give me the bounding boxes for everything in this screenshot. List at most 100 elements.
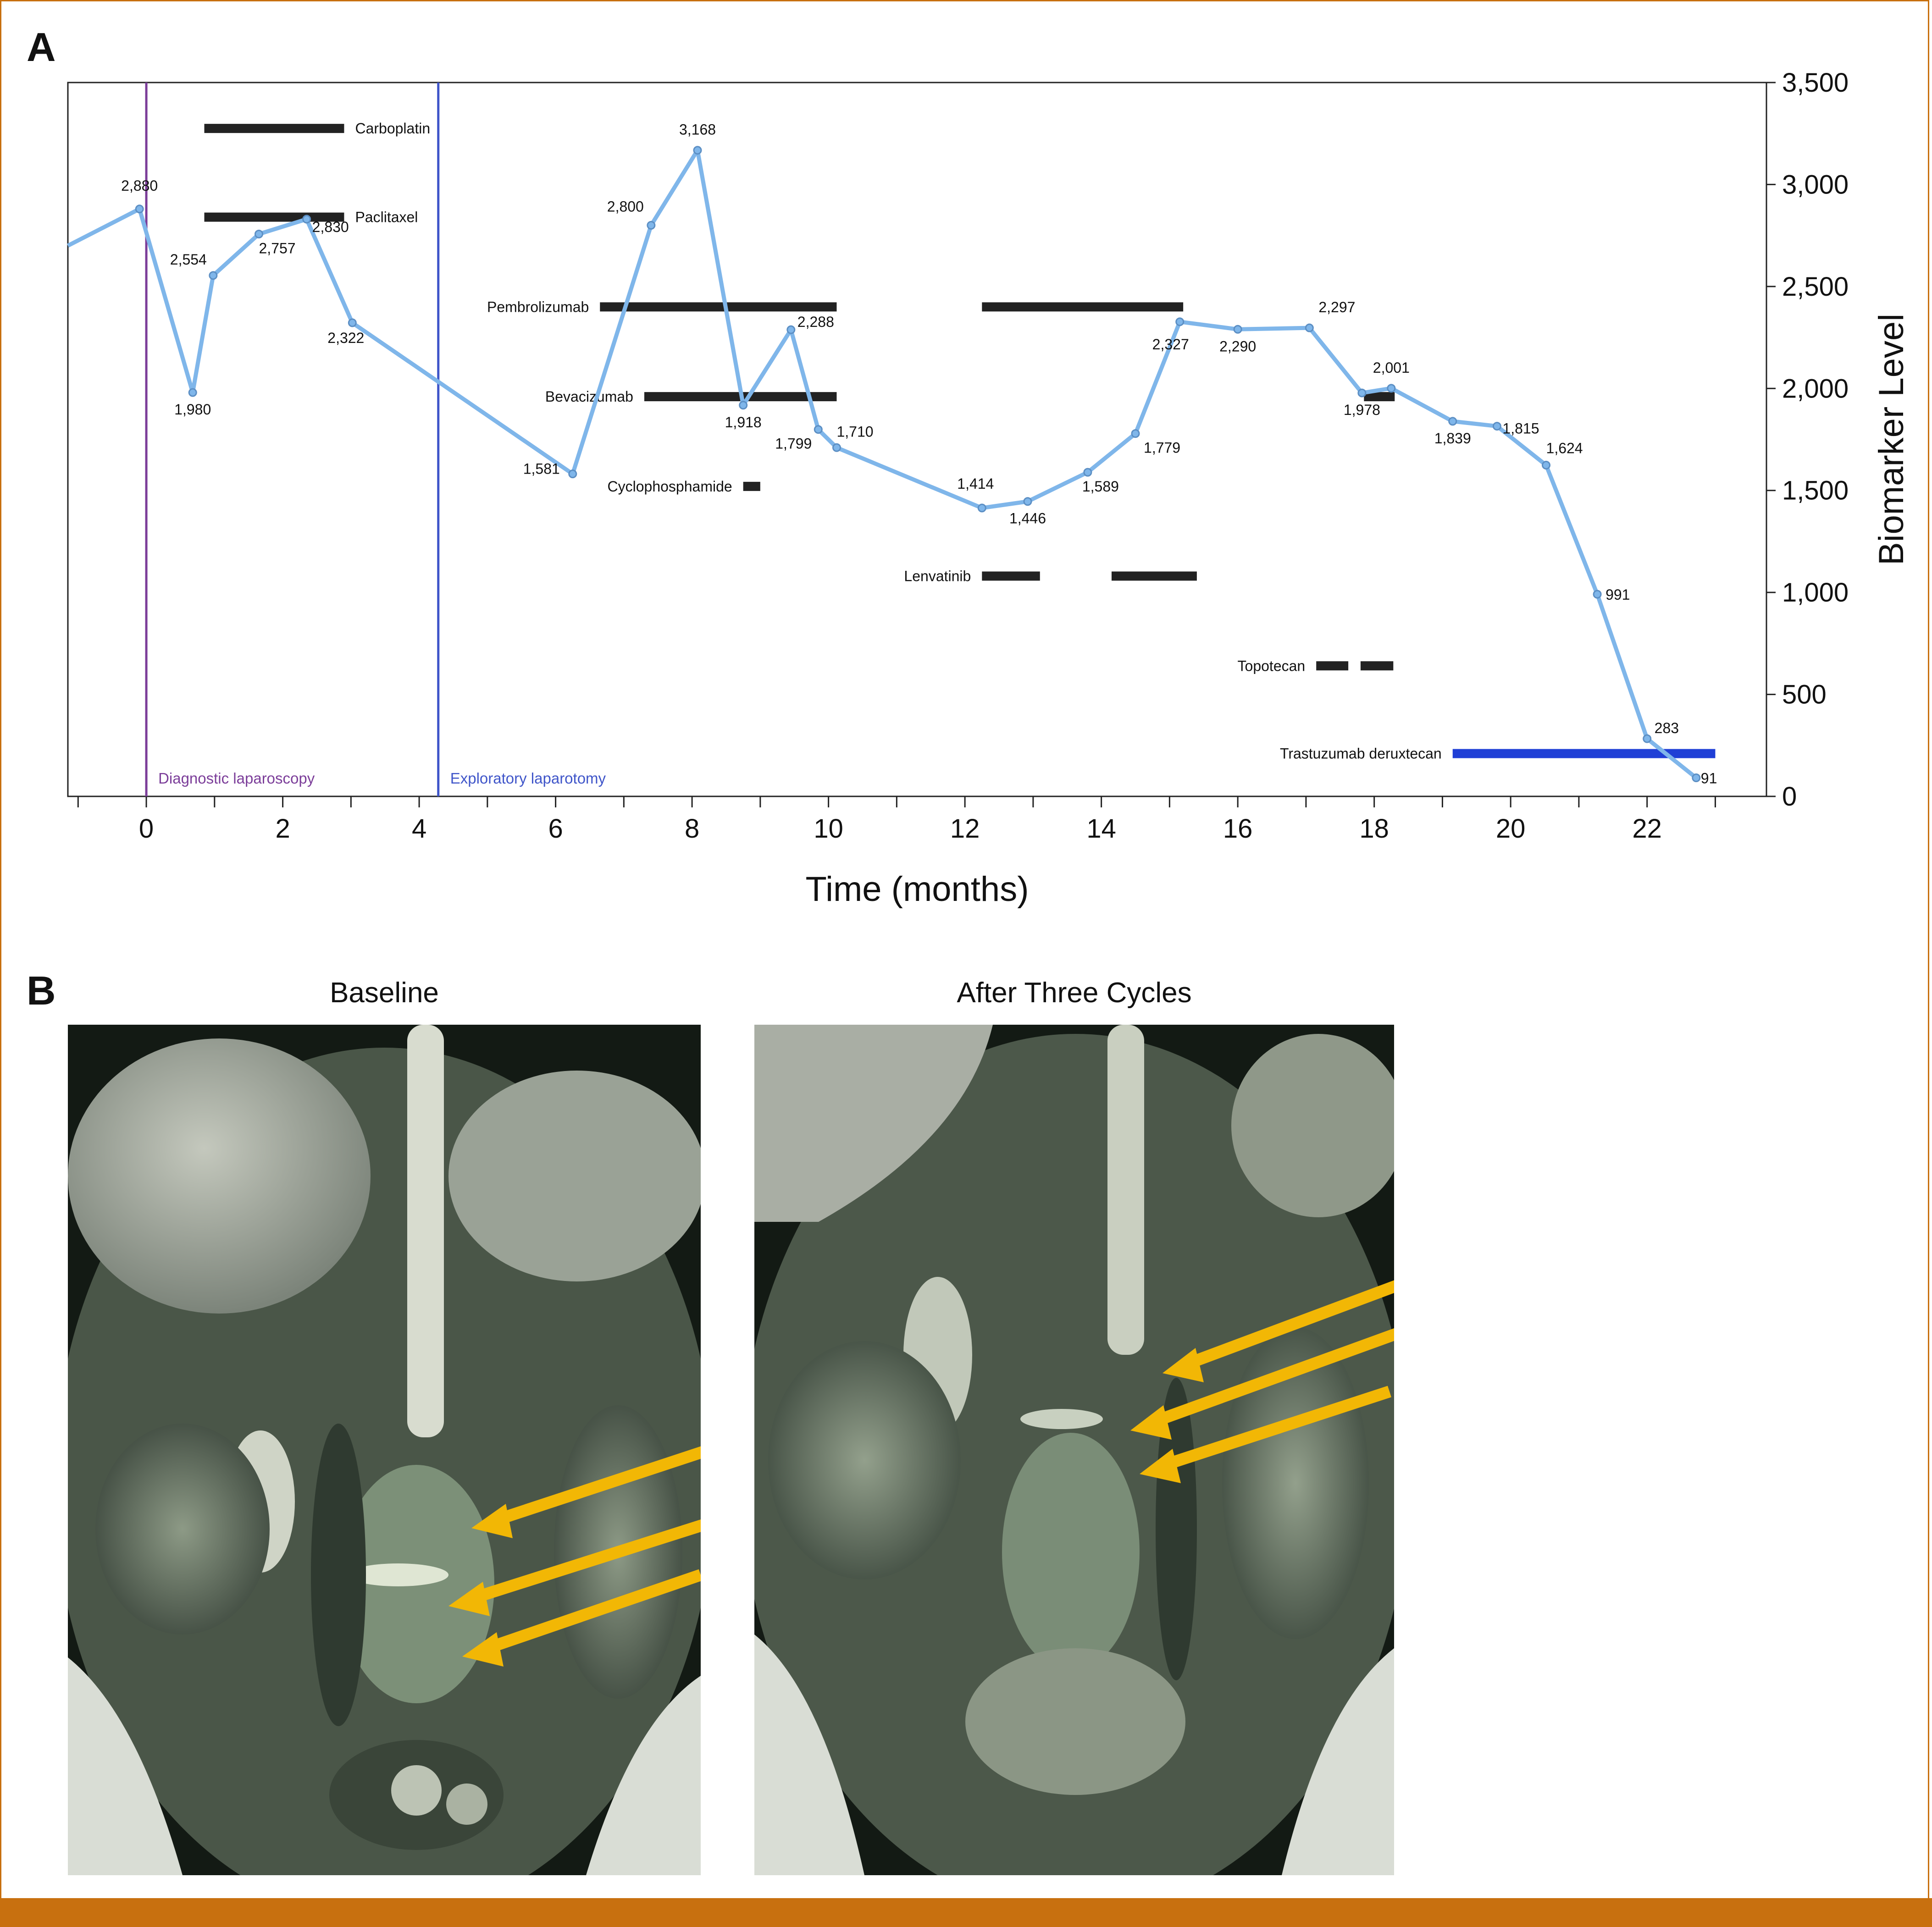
x-tick-label: 16 <box>1223 814 1253 844</box>
x-tick-label: 0 <box>139 814 154 844</box>
data-point <box>255 230 264 239</box>
data-label: 1,918 <box>725 414 762 431</box>
data-point <box>1492 422 1501 431</box>
x-tick-label: 2 <box>275 814 290 844</box>
event-label: Diagnostic laparoscopy <box>158 770 315 787</box>
data-label: 2,830 <box>312 219 349 235</box>
data-label: 2,554 <box>170 251 207 268</box>
data-label: 2,800 <box>607 198 644 215</box>
y-tick-label: 1,000 <box>1782 578 1849 607</box>
plot-frame <box>67 82 1767 797</box>
data-label: 2,001 <box>1373 359 1410 376</box>
data-point <box>814 425 823 434</box>
bottom-color-band <box>0 1898 1932 1927</box>
x-tick-label: 6 <box>548 814 563 844</box>
data-label: 1,978 <box>1344 402 1380 418</box>
y-axis-label: Biomarker Level <box>1872 314 1911 565</box>
data-label: 2,322 <box>327 330 364 346</box>
ct-scan-after-image <box>754 1025 1394 1875</box>
treatment-label: Bevacizumab <box>545 388 633 405</box>
ct-scan-baseline-image <box>68 1025 701 1875</box>
data-point <box>1692 773 1701 783</box>
data-label: 3,168 <box>679 121 716 138</box>
x-tick-label: 14 <box>1086 814 1116 844</box>
arrow-icon <box>462 1569 701 1667</box>
data-point <box>1593 590 1602 599</box>
treatment-label: Lenvatinib <box>904 568 971 585</box>
data-label: 1,779 <box>1144 440 1180 456</box>
data-label: 2,297 <box>1318 299 1355 315</box>
data-label: 2,757 <box>259 240 296 257</box>
x-axis-label: Time (months) <box>805 870 1029 909</box>
arrow-icon <box>1163 1280 1394 1382</box>
treatment-label: Trastuzumab deruxtecan <box>1280 745 1442 762</box>
data-label: 2,290 <box>1219 338 1256 354</box>
ct-scan-baseline <box>68 1025 701 1875</box>
data-point <box>1131 429 1140 438</box>
data-point <box>568 469 577 479</box>
baseline-title: Baseline <box>330 977 439 1009</box>
treatment-label: Carboplatin <box>355 120 430 137</box>
x-tick-label: 8 <box>685 814 699 844</box>
treatment-label: Cyclophosphamide <box>608 478 732 495</box>
y-tick-label: 500 <box>1782 680 1827 710</box>
data-point <box>1083 468 1092 477</box>
data-point <box>302 215 311 224</box>
x-tick-label: 12 <box>950 814 980 844</box>
data-point <box>786 325 796 334</box>
data-label: 1,589 <box>1082 478 1119 495</box>
treatment-label: Pembrolizumab <box>487 298 589 315</box>
y-tick-label: 2,000 <box>1782 374 1849 403</box>
data-point <box>739 401 748 410</box>
y-tick-label: 3,500 <box>1782 68 1849 98</box>
arrow-icon <box>1140 1386 1392 1483</box>
x-tick-label: 4 <box>412 814 426 844</box>
data-label: 1,980 <box>174 401 211 418</box>
biomarker-chart: 0 2 4 6 8 10 12 14 16 18 20 22 0 500 1,000 1,500 2,000 2,… <box>66 68 1911 909</box>
data-label: 91 <box>1701 770 1717 787</box>
data-label: 2,288 <box>797 314 834 330</box>
data-point <box>693 146 702 155</box>
data-label: 2,327 <box>1152 336 1189 353</box>
after-three-cycles-title: After Three Cycles <box>957 977 1192 1009</box>
data-label: 1,799 <box>775 436 812 452</box>
data-point <box>348 318 357 327</box>
data-point <box>977 503 986 513</box>
data-point <box>1448 417 1457 426</box>
data-label: 1,414 <box>957 475 994 492</box>
x-tick-label: 10 <box>814 814 843 844</box>
data-point <box>1542 461 1551 470</box>
data-label: 2,880 <box>121 177 158 194</box>
data-label: 1,581 <box>523 461 560 477</box>
event-label: Exploratory laparotomy <box>450 770 606 787</box>
treatment-label: Paclitaxel <box>355 209 418 226</box>
x-tick-label: 20 <box>1496 814 1526 844</box>
data-label: 1,839 <box>1434 430 1471 447</box>
data-point <box>188 388 197 397</box>
data-point <box>832 443 841 452</box>
y-tick-label: 2,500 <box>1782 272 1849 302</box>
y-tick-label: 0 <box>1782 782 1797 812</box>
data-point <box>647 221 656 230</box>
arrow-icon <box>471 1446 701 1538</box>
x-tick-label: 18 <box>1359 814 1389 844</box>
panel-a-label: A <box>27 24 56 70</box>
x-tick-label: 22 <box>1632 814 1662 844</box>
y-tick-label: 1,500 <box>1782 476 1849 506</box>
data-point <box>1233 325 1242 334</box>
data-label: 1,710 <box>836 423 873 440</box>
data-point <box>1023 497 1032 506</box>
data-point <box>209 271 218 280</box>
panel-b-label: B <box>27 968 56 1013</box>
y-tick-label: 3,000 <box>1782 170 1849 199</box>
arrow-icon <box>1130 1328 1394 1440</box>
data-point <box>1357 388 1367 398</box>
data-point <box>1387 384 1396 393</box>
data-point <box>135 204 144 214</box>
data-point <box>1175 317 1185 326</box>
data-point <box>1643 734 1652 743</box>
data-label: 991 <box>1605 586 1630 603</box>
data-label: 1,815 <box>1502 420 1539 437</box>
data-label: 1,624 <box>1546 440 1583 457</box>
data-point <box>1305 323 1314 332</box>
